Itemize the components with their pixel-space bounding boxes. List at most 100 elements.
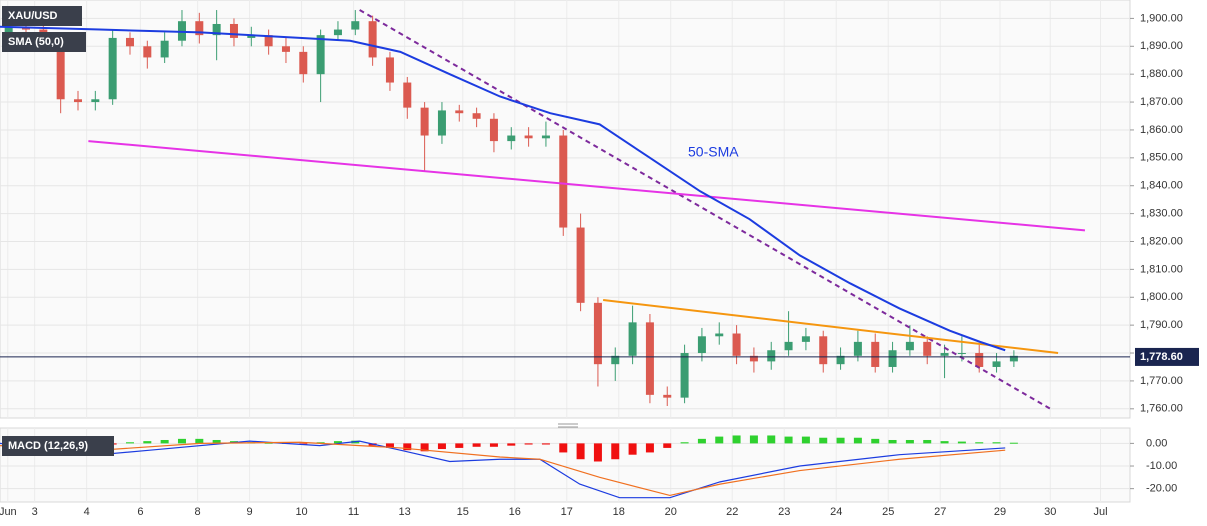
histogram-bar <box>732 435 741 444</box>
trend-line <box>88 140 1086 232</box>
candle-body <box>1009 355 1018 362</box>
x-tick-label: 30 <box>1044 506 1056 518</box>
candle-body <box>368 21 377 58</box>
candle-body <box>697 336 706 354</box>
histogram-bar <box>784 436 793 444</box>
y-tick-label: 1,760.00 <box>1140 403 1183 415</box>
candle-body <box>264 35 273 47</box>
candle-body <box>593 302 602 365</box>
histogram-bar <box>333 441 342 444</box>
x-tick-label: 3 <box>32 506 38 518</box>
histogram-bar <box>541 443 550 445</box>
histogram-bar <box>576 443 585 460</box>
histogram-bar <box>888 439 897 444</box>
histogram-bar <box>524 443 533 445</box>
x-tick-label: 6 <box>137 506 143 518</box>
candle-body <box>299 51 308 75</box>
x-tick-label: 9 <box>247 506 253 518</box>
histogram-bar <box>871 438 880 444</box>
candle-body <box>819 336 828 365</box>
candle-body <box>351 21 360 30</box>
y-tick-label: -10.00 <box>1146 460 1177 472</box>
histogram-bar <box>177 438 186 444</box>
candle-body <box>611 355 620 365</box>
y-tick-label: 1,850.00 <box>1140 152 1183 164</box>
macd-panel <box>0 427 1131 503</box>
histogram-bar <box>992 442 1001 444</box>
histogram-bar <box>975 442 984 444</box>
histogram-bar <box>957 441 966 444</box>
x-tick-label: Jul <box>1094 506 1108 518</box>
histogram-bar <box>403 443 412 451</box>
macd-line <box>0 441 1006 497</box>
histogram-bar <box>836 437 845 444</box>
x-tick-label: 27 <box>934 506 946 518</box>
annotation: 50-SMA <box>688 144 739 160</box>
candle-body <box>628 322 637 356</box>
candle-body <box>663 394 672 398</box>
x-tick-label: 13 <box>399 506 411 518</box>
candle-body <box>732 333 741 356</box>
candle-body <box>229 23 238 38</box>
histogram-bar <box>923 439 932 444</box>
legend-label: SMA (50,0) <box>8 36 64 48</box>
histogram-bar <box>125 442 134 444</box>
y-tick-label: 1,900.00 <box>1140 12 1183 24</box>
x-tick-label: 11 <box>348 506 359 518</box>
candle-body <box>385 57 394 83</box>
candle-body <box>316 35 325 75</box>
trend-line <box>603 299 1059 355</box>
candle-body <box>143 46 152 58</box>
y-tick-label: 1,770.00 <box>1140 375 1183 387</box>
x-tick-label: 10 <box>295 506 307 518</box>
histogram-bar <box>767 435 776 444</box>
candle-body <box>767 350 776 362</box>
candle-body <box>715 333 724 337</box>
candle-body <box>420 107 429 136</box>
histogram-bar <box>212 439 221 444</box>
trend-line <box>359 9 1051 410</box>
candle-body <box>489 118 498 142</box>
histogram-bar <box>853 437 862 444</box>
last-price-label: 1,778.60 <box>1140 351 1183 363</box>
x-tick-label: 24 <box>830 506 842 518</box>
y-tick-label: 1,810.00 <box>1140 263 1183 275</box>
histogram-bar <box>385 443 394 448</box>
candle-body <box>905 341 914 351</box>
legend-box <box>2 436 114 456</box>
candle-body <box>333 29 342 36</box>
x-tick-label: 15 <box>457 506 469 518</box>
y-tick-label: 0.00 <box>1146 437 1167 449</box>
candle-body <box>195 21 204 36</box>
y-tick-label: 1,820.00 <box>1140 235 1183 247</box>
y-tick-label: 1,790.00 <box>1140 319 1183 331</box>
histogram-bar <box>715 436 724 444</box>
histogram-bar <box>299 443 308 445</box>
histogram-bar <box>437 443 446 450</box>
histogram-bar <box>507 443 516 446</box>
y-tick-label: 1,860.00 <box>1140 124 1183 136</box>
legend-box <box>2 6 82 26</box>
legend-box <box>2 32 86 52</box>
histogram-bar <box>143 441 152 444</box>
candle-body <box>975 353 984 367</box>
candle-body <box>576 227 585 303</box>
histogram-bar <box>195 438 204 444</box>
x-tick-label: 23 <box>778 506 790 518</box>
candle-body <box>281 46 290 52</box>
y-tick-label: 1,800.00 <box>1140 291 1183 303</box>
histogram-bar <box>455 443 464 448</box>
candle-body <box>507 135 516 142</box>
candle-body <box>125 37 134 47</box>
histogram-bar <box>697 438 706 444</box>
candle-body <box>91 99 100 103</box>
x-tick-label: 22 <box>726 506 738 518</box>
candle-body <box>524 135 533 139</box>
histogram-bar <box>940 441 949 444</box>
histogram-bar <box>680 442 689 444</box>
candle-body <box>784 341 793 351</box>
x-tick-label: Jun <box>0 506 17 518</box>
histogram-bar <box>160 439 169 444</box>
candle-body <box>940 353 949 356</box>
x-tick-label: 29 <box>994 506 1006 518</box>
